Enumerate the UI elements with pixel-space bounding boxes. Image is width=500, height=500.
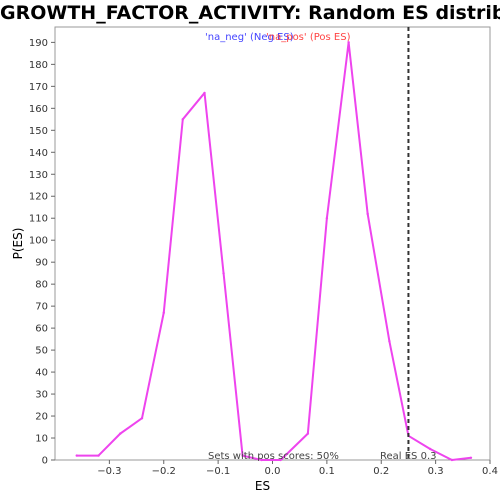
data-point <box>241 454 244 457</box>
pos-scores-label: Sets with pos scores: 50% <box>208 451 339 462</box>
y-tick-label: 10 <box>35 434 48 445</box>
x-tick-label: 0.2 <box>373 466 389 477</box>
y-tick-label: 120 <box>29 192 48 203</box>
y-axis: 0 10 20 30 40 50 60 70 80 90 100 110 120 130 140 150 160… <box>29 38 55 467</box>
x-tick-label: 0.3 <box>428 466 444 477</box>
y-tick-label: 0 <box>42 456 48 467</box>
real-es-label: Real ES 0.3 <box>380 451 436 462</box>
y-tick-label: 160 <box>29 104 48 115</box>
x-tick-label: −0.3 <box>97 466 121 477</box>
y-tick-label: 80 <box>35 280 48 291</box>
y-tick-label: 190 <box>29 38 48 49</box>
data-point <box>325 217 329 220</box>
data-point <box>366 212 369 216</box>
y-tick-label: 180 <box>29 60 48 71</box>
y-tick-label: 70 <box>35 302 48 313</box>
y-tick-label: 90 <box>35 258 48 269</box>
data-point <box>75 454 78 457</box>
legend-entry: 'na_neg' (Neg ES) <box>205 32 294 43</box>
legend: 'na_neg' (Neg ES)'na_pos' (Pos ES) <box>205 32 351 43</box>
data-point <box>469 456 473 460</box>
data-point <box>260 458 263 462</box>
data-point <box>347 41 350 44</box>
data-point <box>222 271 225 275</box>
y-tick-label: 130 <box>29 170 48 181</box>
y-tick-label: 100 <box>29 236 48 247</box>
y-tick-label: 110 <box>29 214 48 225</box>
x-tick-label: 0.1 <box>319 466 335 477</box>
y-tick-label: 60 <box>35 324 48 335</box>
chart-title: GROWTH_FACTOR_ACTIVITY: Random ES distri… <box>0 2 500 24</box>
y-axis-title: P(ES) <box>11 228 25 260</box>
y-tick-label: 30 <box>35 390 48 401</box>
series-line <box>76 41 472 461</box>
x-tick-label: −0.2 <box>152 466 176 477</box>
data-point <box>428 447 432 451</box>
y-tick-label: 40 <box>35 368 48 379</box>
y-tick-label: 150 <box>29 126 48 137</box>
data-point <box>162 311 165 314</box>
x-tick-label: 0.4 <box>482 466 498 477</box>
data-point <box>119 432 122 435</box>
y-tick-label: 140 <box>29 148 48 159</box>
legend-entry: 'na_pos' (Pos ES) <box>266 32 351 43</box>
data-point <box>97 454 100 457</box>
data-point <box>181 118 184 121</box>
data-point <box>140 417 144 420</box>
data-point <box>306 432 310 435</box>
x-axis: −0.3 −0.2 −0.1 0.0 0.1 0.2 0.3 0.4 <box>97 460 498 477</box>
data-point <box>450 458 454 462</box>
data-point <box>388 340 391 343</box>
x-tick-label: −0.1 <box>206 466 230 477</box>
y-tick-label: 170 <box>29 82 48 93</box>
y-tick-label: 50 <box>35 346 48 357</box>
plot-frame <box>54 26 491 461</box>
series-layer <box>75 41 473 462</box>
data-point <box>203 91 206 95</box>
x-tick-label: 0.0 <box>265 466 281 477</box>
x-axis-title: ES <box>255 479 270 493</box>
data-point <box>279 458 282 462</box>
y-tick-label: 20 <box>35 412 48 423</box>
